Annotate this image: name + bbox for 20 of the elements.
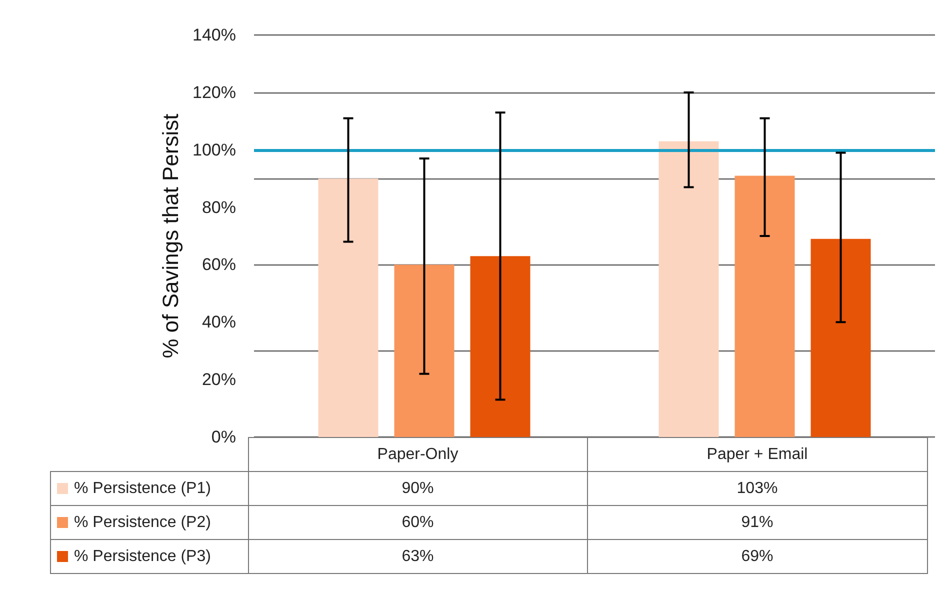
y-tick-label: 0% bbox=[211, 428, 236, 446]
y-tick-label: 60% bbox=[202, 255, 236, 274]
y-axis-title: % of Savings that Persist bbox=[158, 114, 184, 358]
data-label: 103% bbox=[588, 472, 927, 506]
y-tick-label: 140% bbox=[192, 26, 236, 44]
y-tick-label: 120% bbox=[192, 82, 236, 102]
legend-label: % Persistence (P2) bbox=[50, 506, 248, 540]
x-tick-label: Paper-Only bbox=[248, 438, 588, 472]
legend-label: % Persistence (P1) bbox=[50, 472, 248, 506]
x-tick-label: Paper + Email bbox=[588, 438, 927, 472]
data-label: 90% bbox=[248, 472, 588, 506]
y-tick-label: 20% bbox=[202, 370, 236, 390]
data-label: 60% bbox=[248, 506, 588, 540]
y-tick-label: 40% bbox=[202, 312, 236, 332]
data-label: 91% bbox=[588, 506, 927, 540]
data-label: 69% bbox=[588, 540, 927, 574]
y-tick-label: 100% bbox=[192, 140, 236, 160]
legend-label: % Persistence (P3) bbox=[50, 540, 248, 574]
y-tick-label: 80% bbox=[202, 198, 236, 217]
data-label: 63% bbox=[248, 540, 588, 574]
